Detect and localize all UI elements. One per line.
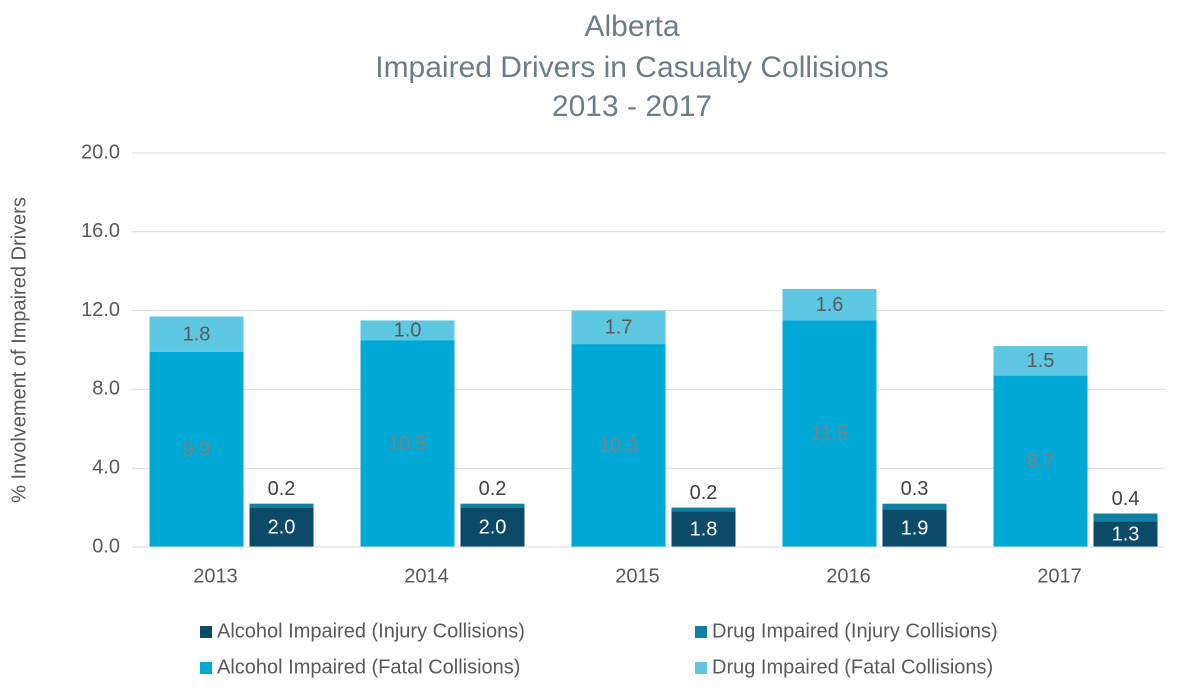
y-axis-label: % Involvement of Impaired Drivers — [8, 197, 30, 503]
bar-segment — [360, 320, 455, 341]
data-label: 9.9 — [183, 439, 211, 461]
bar-segment — [249, 503, 314, 508]
bar-segment — [571, 310, 666, 345]
data-label: 0.3 — [901, 478, 929, 500]
legend-label: Alcohol Impaired (Fatal Collisions) — [217, 656, 520, 678]
bar-segment — [149, 316, 244, 352]
bar-segment — [993, 346, 1088, 376]
x-tick-label: 2013 — [193, 565, 238, 587]
y-tick-label: 0.0 — [92, 535, 120, 557]
y-tick-label: 12.0 — [81, 299, 120, 321]
legend-swatch — [695, 662, 707, 674]
y-tick-label: 4.0 — [92, 456, 120, 478]
x-tick-label: 2014 — [404, 565, 449, 587]
bar-segment — [460, 503, 525, 508]
data-label: 1.8 — [183, 324, 211, 346]
bar-segment — [993, 375, 1088, 547]
chart-title: Impaired Drivers in Casualty Collisions — [375, 51, 889, 84]
x-tick-label: 2016 — [826, 565, 871, 587]
data-label: 8.7 — [1027, 451, 1055, 473]
bar-segment — [671, 511, 736, 547]
chart-title: 2013 - 2017 — [552, 90, 712, 123]
data-label: 2.0 — [479, 517, 507, 539]
x-tick-label: 2017 — [1037, 565, 1082, 587]
y-tick-label: 20.0 — [81, 141, 120, 163]
legend-label: Drug Impaired (Injury Collisions) — [712, 620, 998, 642]
data-label: 1.8 — [690, 519, 718, 541]
bar-segment — [360, 340, 455, 547]
data-label: 1.5 — [1027, 350, 1055, 372]
bar-segment — [460, 507, 525, 547]
data-label: 1.0 — [394, 320, 422, 342]
bar-segment — [1093, 513, 1158, 522]
legend-swatch — [200, 662, 212, 674]
data-label: 0.4 — [1112, 488, 1140, 510]
legend-swatch — [200, 626, 212, 638]
data-label: 2.0 — [268, 517, 296, 539]
bar-segment — [671, 507, 736, 512]
legend-swatch — [695, 626, 707, 638]
data-label: 11.5 — [811, 423, 848, 445]
bar-segment — [571, 344, 666, 547]
bar-segment — [149, 351, 244, 547]
y-tick-label: 16.0 — [81, 220, 120, 242]
bar-segment — [249, 507, 314, 547]
data-label: 10.3 — [599, 435, 638, 457]
data-label: 1.6 — [816, 294, 844, 316]
data-label: 0.2 — [268, 478, 296, 500]
bar-segment — [782, 320, 877, 547]
data-label: 0.2 — [479, 478, 507, 500]
y-tick-label: 8.0 — [92, 378, 120, 400]
data-label: 0.2 — [690, 482, 718, 504]
data-label: 10.5 — [388, 433, 427, 455]
bar-segment — [782, 288, 877, 321]
data-label: 1.9 — [901, 518, 929, 540]
data-label: 1.3 — [1112, 523, 1140, 545]
x-tick-label: 2015 — [615, 565, 660, 587]
chart-title: Alberta — [584, 10, 679, 43]
bar-segment — [882, 503, 947, 510]
legend-label: Alcohol Impaired (Injury Collisions) — [217, 620, 525, 642]
bar-segment — [1093, 521, 1158, 547]
data-label: 1.7 — [605, 317, 633, 339]
bar-segment — [882, 509, 947, 547]
legend-label: Drug Impaired (Fatal Collisions) — [712, 656, 993, 678]
